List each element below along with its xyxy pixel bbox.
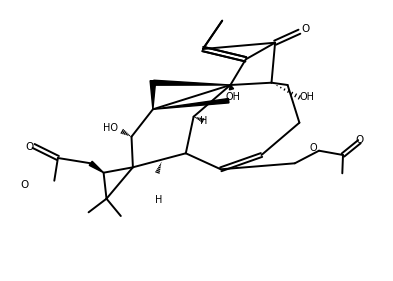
- Text: O: O: [355, 135, 363, 145]
- Text: O: O: [26, 142, 34, 152]
- Polygon shape: [150, 81, 156, 109]
- Text: O: O: [310, 143, 318, 153]
- Text: OH: OH: [226, 92, 241, 102]
- Text: H: H: [154, 195, 162, 205]
- Text: HO: HO: [103, 123, 118, 133]
- Polygon shape: [153, 99, 229, 109]
- Text: O: O: [20, 180, 28, 190]
- Polygon shape: [230, 85, 233, 90]
- Text: OH: OH: [299, 92, 314, 102]
- Text: H: H: [200, 116, 207, 126]
- Polygon shape: [89, 161, 104, 173]
- Polygon shape: [154, 80, 230, 85]
- Text: O: O: [301, 24, 310, 34]
